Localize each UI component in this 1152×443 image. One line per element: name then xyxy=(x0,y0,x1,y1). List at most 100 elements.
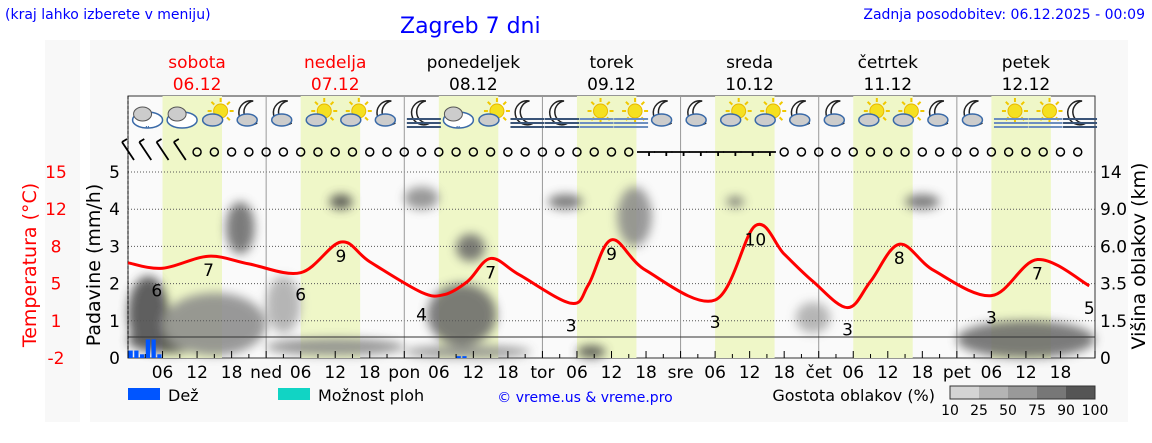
x-hour-label: 18 xyxy=(773,363,795,383)
density-swatch xyxy=(1037,386,1066,399)
cloud-blob xyxy=(617,186,652,247)
x-hour-label: 12 xyxy=(463,363,485,383)
cloud-blob xyxy=(162,292,267,356)
cloud-blob xyxy=(404,345,531,358)
sun-ray xyxy=(640,101,645,106)
wind-calm-icon xyxy=(261,147,271,157)
day-name: sreda xyxy=(726,53,773,73)
wind-calm-icon xyxy=(416,147,427,157)
density-tick: 10 xyxy=(941,403,959,419)
day-name: četrtek xyxy=(858,53,919,73)
cloud xyxy=(823,113,846,127)
sun-ray xyxy=(1055,101,1060,106)
sun-ray xyxy=(882,116,887,121)
x-hour-label: 06 xyxy=(290,363,312,383)
wind-barb-icon xyxy=(173,138,187,161)
x-hour-label: 12 xyxy=(601,363,623,383)
day-date: 10.12 xyxy=(725,75,774,95)
location-hint[interactable]: (kraj lahko izberete v meniju) xyxy=(5,7,211,23)
temperature-label: 3 xyxy=(566,316,577,336)
temperature-label: 3 xyxy=(986,309,997,329)
cloud xyxy=(892,113,915,127)
x-day-label: pon xyxy=(388,363,420,383)
moon-cloud-icon xyxy=(650,100,673,127)
daylight-band xyxy=(300,96,361,358)
rain-bar xyxy=(462,356,467,358)
sun-cloud-icon xyxy=(858,98,890,127)
temp-tick: 1 xyxy=(51,312,62,332)
wind-calm-icon xyxy=(900,147,910,157)
cloud xyxy=(754,113,776,127)
moon-cloud-icon xyxy=(270,100,293,127)
moon-cloud-icon xyxy=(374,100,397,127)
wind-calm-icon xyxy=(434,147,444,157)
x-hour-label: 18 xyxy=(221,363,243,383)
daylight-band xyxy=(853,96,913,358)
rain-bar xyxy=(140,354,145,358)
sun-ray xyxy=(314,101,319,106)
wind-calm-icon xyxy=(365,147,375,157)
wind-calm-icon xyxy=(831,147,841,157)
x-day-label: čet xyxy=(805,363,832,383)
moon-fog-icon xyxy=(1063,100,1098,128)
cloud xyxy=(650,113,673,127)
temperature-label: 7 xyxy=(203,261,214,281)
wind-calm-icon xyxy=(244,147,254,157)
cloud xyxy=(374,113,397,127)
sun-ray xyxy=(364,101,369,106)
temp-tick: 5 xyxy=(51,275,62,295)
sun-ray xyxy=(866,101,872,106)
sun-cloud-icon xyxy=(892,98,925,127)
wind-calm-icon xyxy=(934,147,945,157)
sun-ray xyxy=(364,116,369,121)
precip-axis-label: Padavine (mm/h) xyxy=(83,184,105,347)
wind-barb-icon xyxy=(688,151,707,156)
sun-ray xyxy=(502,101,507,106)
cloud-height-tick: 3.5 xyxy=(1100,275,1127,295)
precip-tick: 0 xyxy=(109,349,120,369)
sun-ray xyxy=(744,101,749,106)
density-swatch xyxy=(1008,386,1037,399)
copyright: © vreme.us & vreme.pro xyxy=(497,390,672,406)
x-hour-label: 06 xyxy=(152,363,174,383)
temperature-label: 7 xyxy=(1032,265,1043,285)
day-date: 08.12 xyxy=(449,75,498,95)
sun-ray xyxy=(329,101,335,106)
wind-calm-icon xyxy=(537,147,548,157)
x-hour-label: 12 xyxy=(324,363,346,383)
sun-ray xyxy=(590,101,595,106)
sun xyxy=(593,103,609,119)
cloud-blob xyxy=(266,276,301,334)
wind-calm-icon xyxy=(917,147,928,157)
precip-tick: 4 xyxy=(109,200,120,220)
temperature-label: 3 xyxy=(842,321,853,341)
cloud-blob xyxy=(576,345,606,358)
sun-ray xyxy=(606,101,611,106)
temp-tick: 12 xyxy=(45,200,67,220)
x-day-label: sre xyxy=(668,363,694,383)
sun-ray xyxy=(917,116,922,121)
sun xyxy=(1007,103,1023,119)
wind-calm-icon xyxy=(572,147,582,157)
cloud-back xyxy=(167,106,187,122)
wind-barb-icon xyxy=(155,138,170,161)
precip-tick: 1 xyxy=(109,312,120,332)
cloud-blob xyxy=(329,194,353,210)
wind-calm-icon xyxy=(796,147,807,157)
cloud xyxy=(685,113,707,127)
temp-tick: 8 xyxy=(51,237,62,257)
moon-cloud-icon xyxy=(927,100,949,127)
sun-cloud-icon xyxy=(478,98,510,127)
wind-barb-icon xyxy=(637,151,656,156)
wind-barb-icon xyxy=(706,151,725,156)
density-tick: 25 xyxy=(970,403,988,419)
moon-cloud-icon xyxy=(788,100,811,127)
cloud-drizzle-icon: ” xyxy=(131,106,164,136)
moon-cloud-icon xyxy=(823,100,846,127)
cloud-back xyxy=(443,106,463,122)
temp-tick: 15 xyxy=(45,163,67,183)
x-hour-label: 18 xyxy=(359,363,381,383)
temperature-label: 6 xyxy=(295,286,306,306)
sun-cloud-icon xyxy=(719,98,752,127)
day-name: ponedeljek xyxy=(427,53,521,73)
